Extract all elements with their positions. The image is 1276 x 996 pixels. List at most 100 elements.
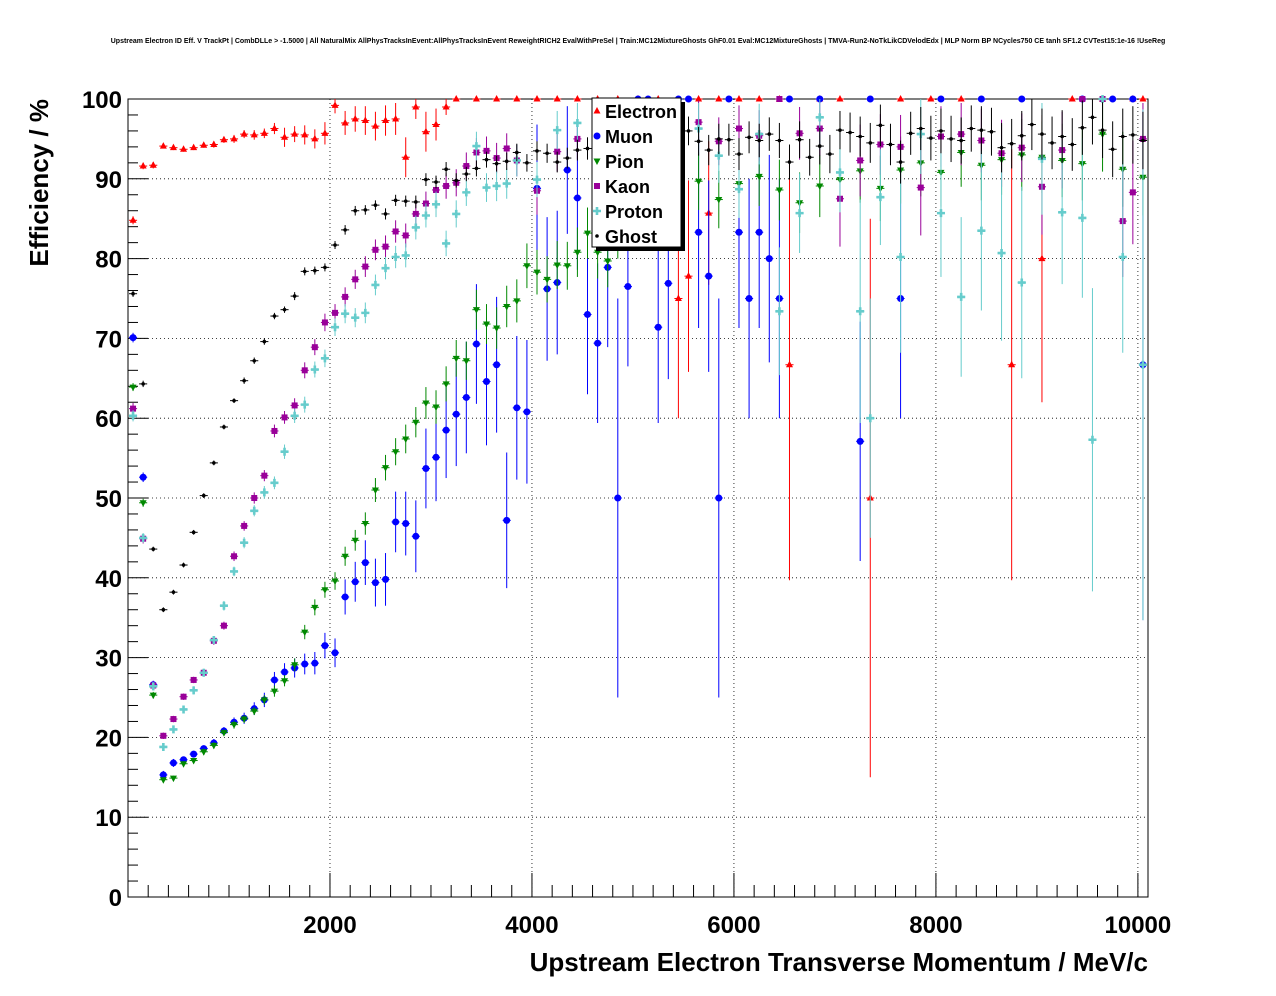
data-point xyxy=(341,118,349,126)
data-point xyxy=(1138,360,1147,369)
data-point xyxy=(896,253,905,262)
data-point xyxy=(292,294,297,298)
data-point xyxy=(220,730,228,737)
data-point xyxy=(169,725,178,734)
data-point xyxy=(250,506,259,515)
data-point xyxy=(252,358,257,363)
data-point xyxy=(422,464,430,472)
data-point xyxy=(472,307,480,314)
data-point xyxy=(149,161,157,168)
data-point xyxy=(1050,141,1054,145)
data-point xyxy=(563,166,571,174)
legend-label-pion: Pion xyxy=(605,152,644,172)
data-point xyxy=(472,142,481,151)
data-point xyxy=(272,314,277,318)
data-point xyxy=(858,134,862,139)
data-point xyxy=(200,749,208,756)
data-point xyxy=(382,575,390,583)
data-point xyxy=(674,294,682,301)
data-point xyxy=(452,355,460,363)
data-point xyxy=(381,264,390,273)
data-point xyxy=(139,500,147,507)
data-point xyxy=(331,101,339,108)
legend-marker-muon xyxy=(593,132,601,140)
y-tick-label: 0 xyxy=(109,885,122,912)
data-point xyxy=(1078,213,1087,222)
data-point xyxy=(696,139,701,144)
data-point xyxy=(504,159,509,164)
data-point xyxy=(301,367,308,374)
data-point xyxy=(422,127,430,135)
data-point xyxy=(232,398,236,403)
data-point xyxy=(220,622,227,629)
data-point xyxy=(735,95,743,102)
data-point xyxy=(716,137,721,141)
data-point xyxy=(484,157,489,162)
data-point xyxy=(300,400,309,409)
data-point xyxy=(745,295,753,302)
data-point xyxy=(414,200,418,204)
data-point xyxy=(848,130,852,135)
data-point xyxy=(545,151,549,156)
legend-label-muon: Muon xyxy=(605,127,653,147)
data-point xyxy=(151,547,156,551)
y-axis-title: Efficiency / % xyxy=(24,99,54,267)
y-tick-label: 80 xyxy=(95,247,122,274)
data-point xyxy=(241,522,248,529)
data-point xyxy=(159,742,168,751)
data-point xyxy=(1040,132,1044,136)
data-point xyxy=(230,722,238,729)
data-point xyxy=(321,642,329,650)
data-point xyxy=(361,521,369,528)
data-point xyxy=(1008,360,1016,368)
data-point xyxy=(817,144,822,148)
data-point xyxy=(502,179,511,188)
data-point xyxy=(260,488,269,497)
data-point xyxy=(604,258,612,265)
data-point xyxy=(392,449,400,456)
data-point xyxy=(169,143,177,151)
data-point xyxy=(464,172,469,176)
data-point xyxy=(533,95,541,102)
data-point xyxy=(775,187,783,194)
data-point xyxy=(835,168,844,177)
data-point xyxy=(573,194,581,202)
data-point xyxy=(1060,134,1064,139)
data-point xyxy=(291,662,299,669)
data-point xyxy=(302,269,307,274)
data-point xyxy=(462,393,470,401)
data-point xyxy=(525,161,529,165)
data-point xyxy=(331,323,340,332)
y-tick-label: 20 xyxy=(95,725,122,752)
data-point xyxy=(977,226,986,235)
data-point xyxy=(937,95,945,103)
data-point xyxy=(513,404,521,412)
data-point xyxy=(353,208,358,213)
data-point xyxy=(483,321,491,329)
data-point xyxy=(250,708,258,716)
data-point xyxy=(452,410,460,418)
data-point xyxy=(361,308,370,317)
data-point xyxy=(1141,138,1145,143)
x-axis-title: Upstream Electron Transverse Momentum / … xyxy=(530,947,1148,977)
legend-label-ghost: Ghost xyxy=(605,227,657,247)
data-point xyxy=(957,292,966,301)
data-point xyxy=(139,162,147,169)
data-point xyxy=(321,129,329,136)
data-point xyxy=(462,188,471,197)
y-tick-label: 50 xyxy=(95,486,122,513)
data-point xyxy=(433,186,440,193)
data-point xyxy=(757,138,761,143)
data-point xyxy=(139,533,148,542)
data-point xyxy=(929,136,933,140)
data-point xyxy=(483,147,490,154)
data-point xyxy=(169,775,177,783)
data-point xyxy=(291,402,298,409)
data-point xyxy=(139,473,147,481)
data-point xyxy=(553,95,561,102)
data-point xyxy=(949,137,953,141)
data-point xyxy=(411,223,420,232)
data-point xyxy=(341,309,350,318)
data-point xyxy=(422,400,430,408)
data-point xyxy=(361,559,369,567)
